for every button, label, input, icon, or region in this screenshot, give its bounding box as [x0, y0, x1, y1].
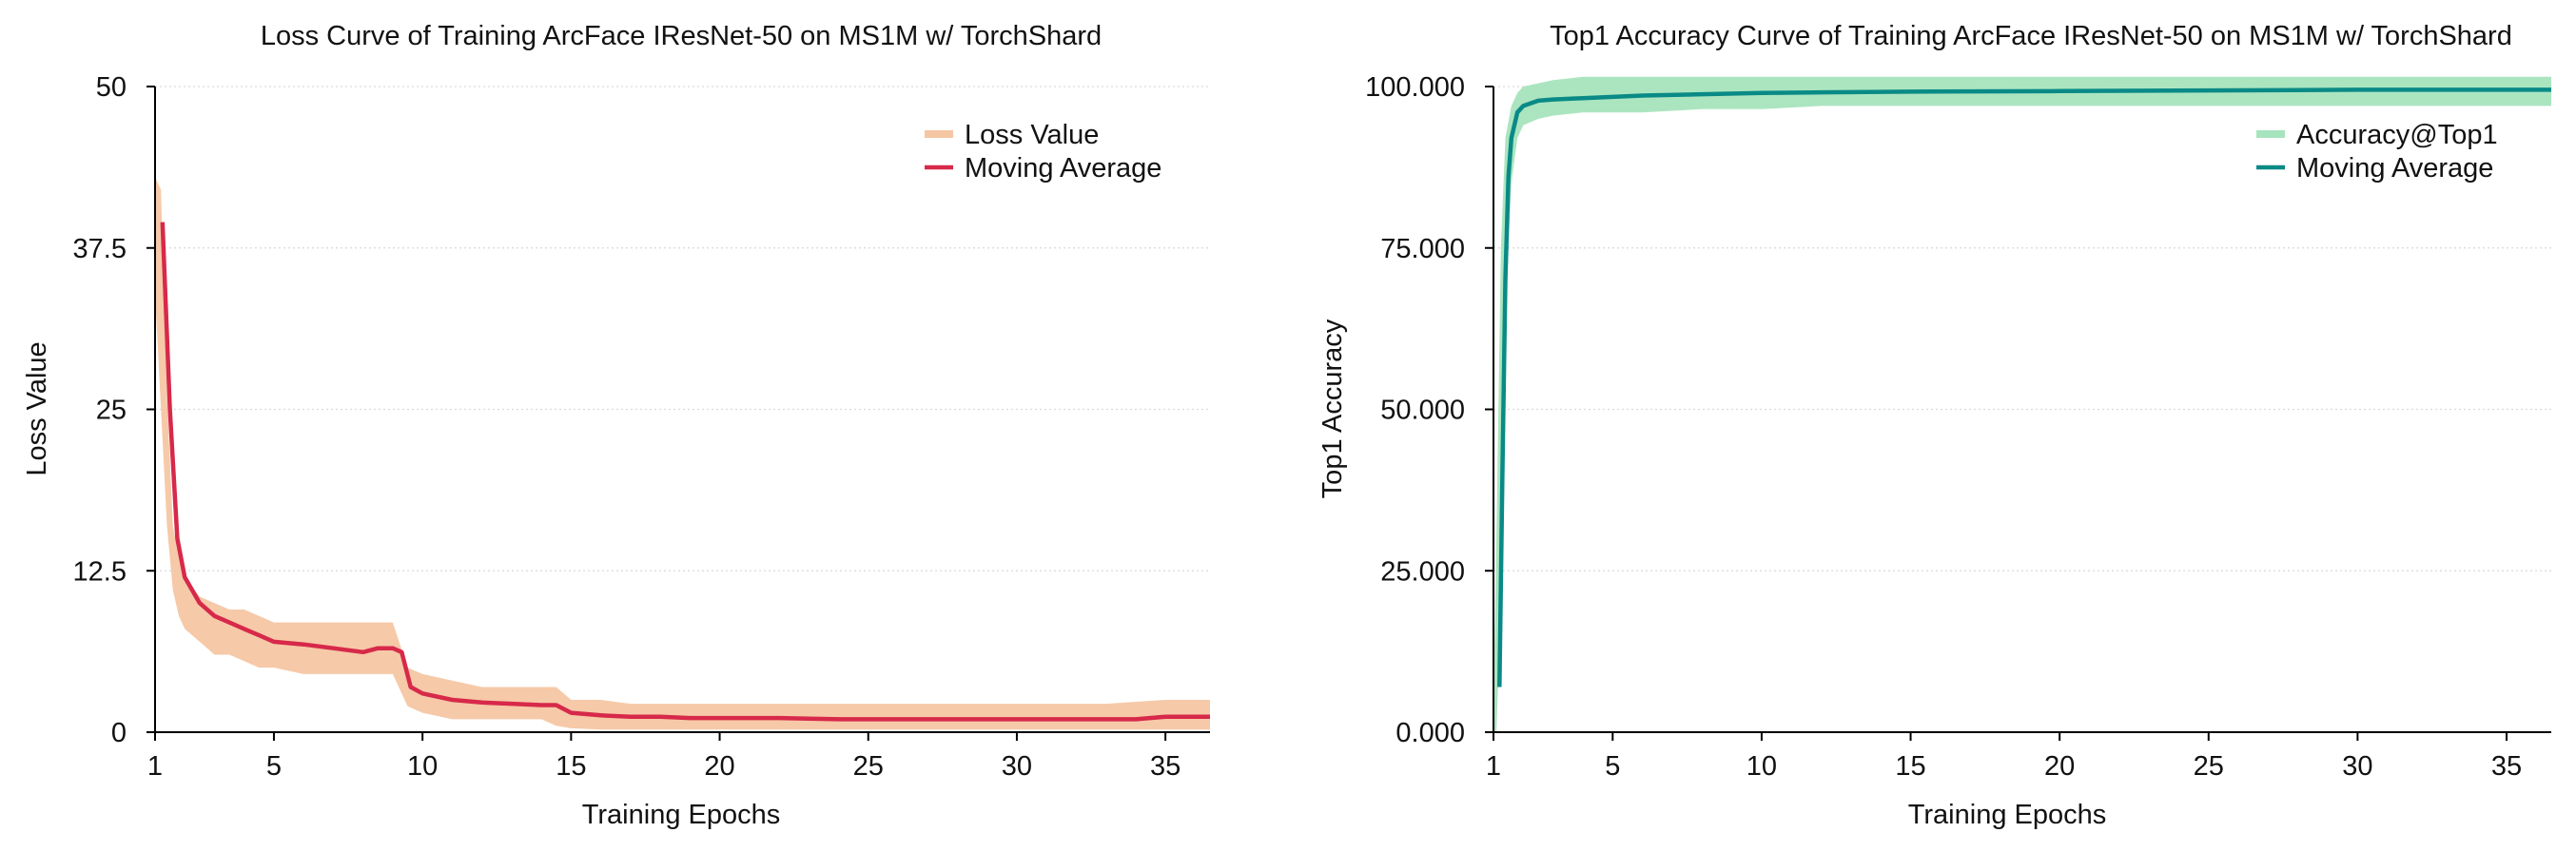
- y-tick-label: 25: [96, 396, 127, 426]
- x-tick-label: 20: [704, 751, 734, 782]
- y-tick-label: 0: [111, 718, 127, 748]
- x-tick-label: 5: [266, 751, 282, 782]
- y-tick-label: 25.000: [1380, 556, 1465, 587]
- accuracy-chart: Top1 Accuracy Curve of Training ArcFace …: [1317, 21, 2551, 830]
- y-tick-label: 100.000: [1365, 72, 1465, 103]
- x-tick-label: 25: [853, 751, 884, 782]
- y-tick-label: 50: [96, 72, 127, 103]
- series-line: [1497, 87, 2551, 687]
- legend-label: Moving Average: [2296, 153, 2493, 184]
- x-tick-label: 1: [147, 751, 163, 782]
- legend-label: Accuracy@Top1: [2296, 120, 2498, 150]
- y-axis-label: Loss Value: [22, 341, 52, 475]
- x-tick-label: 30: [1002, 751, 1032, 782]
- y-tick-label: 75.000: [1380, 234, 1465, 264]
- y-tick-label: 12.5: [73, 556, 127, 587]
- x-tick-label: 25: [2194, 751, 2224, 782]
- chart-title: Loss Curve of Training ArcFace IResNet-5…: [261, 21, 1102, 51]
- y-axis-label: Top1 Accuracy: [1317, 319, 1348, 498]
- x-tick-label: 20: [2044, 751, 2075, 782]
- x-tick-label: 10: [1747, 751, 1777, 782]
- y-tick-label: 37.5: [73, 234, 127, 264]
- legend-label: Moving Average: [965, 153, 1161, 184]
- series-line: [160, 222, 1210, 722]
- x-tick-label: 35: [2491, 751, 2522, 782]
- chart-title: Top1 Accuracy Curve of Training ArcFace …: [1550, 21, 2512, 51]
- loss-chart: Loss Curve of Training ArcFace IResNet-5…: [22, 21, 1210, 830]
- x-tick-label: 30: [2342, 751, 2372, 782]
- x-tick-label: 1: [1486, 751, 1501, 782]
- x-tick-label: 35: [1150, 751, 1181, 782]
- series-layer: [155, 177, 1210, 730]
- x-tick-label: 15: [556, 751, 586, 782]
- x-tick-label: 10: [407, 751, 438, 782]
- x-axis-label: Training Epochs: [582, 800, 780, 830]
- y-tick-label: 50.000: [1380, 396, 1465, 426]
- x-axis-label: Training Epochs: [1908, 800, 2106, 830]
- series-layer: [1493, 76, 2551, 733]
- x-tick-label: 5: [1605, 751, 1620, 782]
- y-tick-label: 0.000: [1395, 718, 1465, 748]
- legend-label: Loss Value: [965, 120, 1099, 150]
- x-tick-label: 15: [1895, 751, 1925, 782]
